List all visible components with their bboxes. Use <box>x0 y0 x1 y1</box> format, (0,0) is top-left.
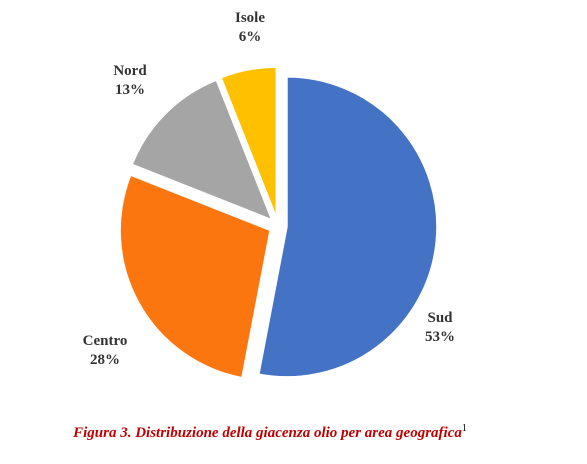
slice-label: Isole <box>235 10 265 26</box>
caption-note: 1 <box>462 423 467 434</box>
pie-slice <box>220 66 278 218</box>
slice-label: Sud <box>427 310 453 326</box>
slice-value: 6% <box>239 29 262 45</box>
pie-slice <box>131 79 273 221</box>
slice-value: 53% <box>425 329 455 345</box>
slice-value: 13% <box>115 82 145 98</box>
caption-text: Figura 3. Distribuzione della giacenza o… <box>72 425 462 441</box>
slice-value: 28% <box>90 352 120 368</box>
pie-slice <box>257 76 438 378</box>
slice-label: Centro <box>83 333 128 349</box>
pie-slice <box>119 174 271 379</box>
caption: Figura 3. Distribuzione della giacenza o… <box>72 423 467 441</box>
slice-label: Nord <box>113 63 147 79</box>
